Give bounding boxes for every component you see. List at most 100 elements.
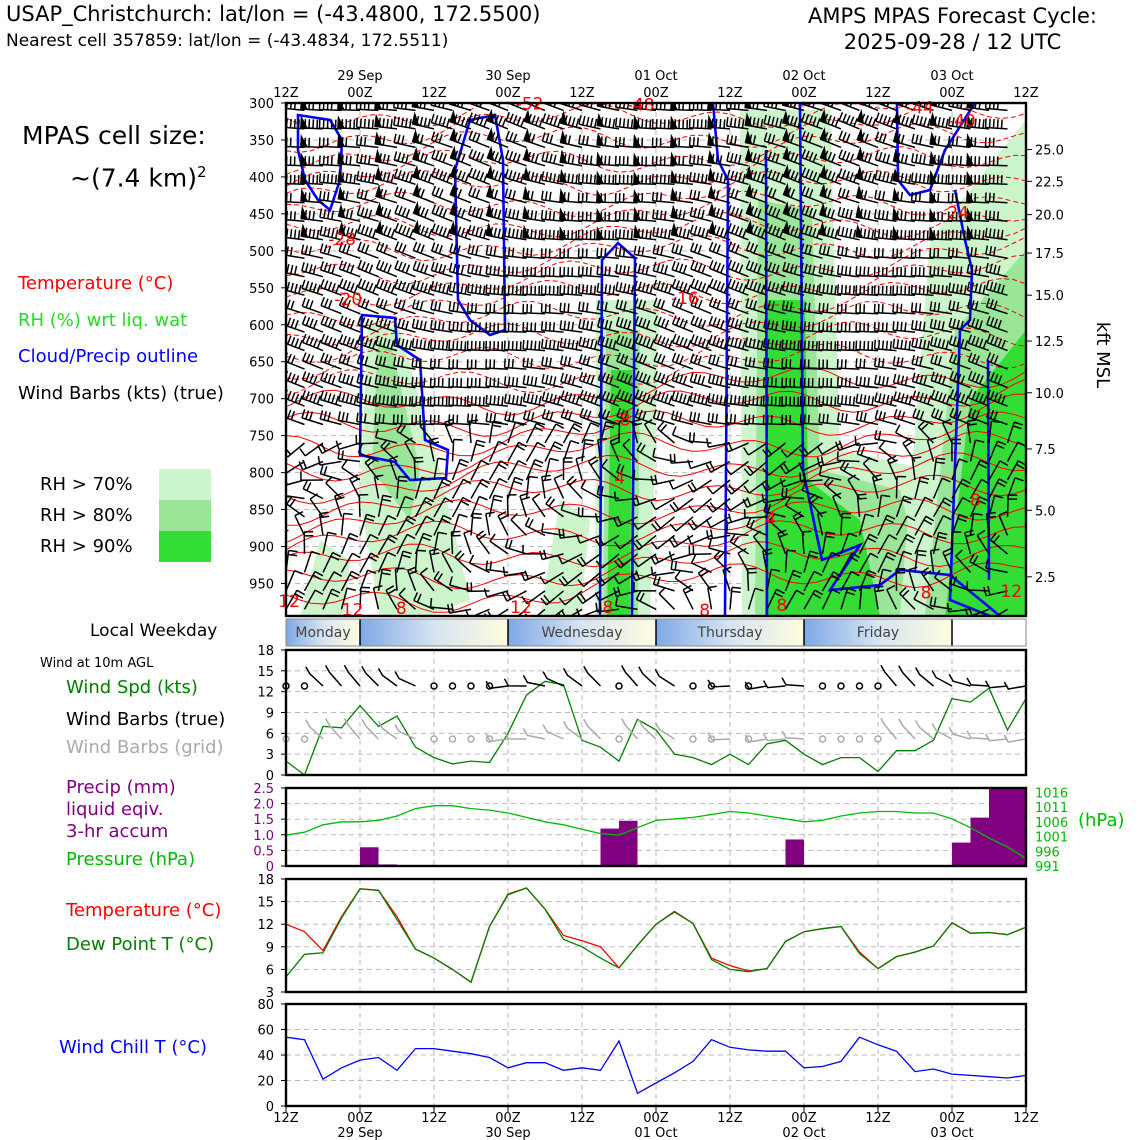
panel-frame xyxy=(284,877,1028,994)
wind-barb xyxy=(411,357,435,370)
wind-barb xyxy=(744,356,768,370)
wind-barb xyxy=(800,224,823,241)
wind-barb xyxy=(577,283,601,296)
wind-barb xyxy=(540,210,564,223)
grid-wind-barb xyxy=(522,728,546,740)
calm-marker xyxy=(874,682,882,690)
wind-barb xyxy=(947,174,971,186)
wind-barb-flag xyxy=(744,147,753,163)
wind-barb xyxy=(1006,421,1023,444)
wind-barb xyxy=(430,242,453,259)
wind-barb-flag xyxy=(596,207,605,222)
wind-barb xyxy=(394,204,416,222)
wind-barb xyxy=(635,590,657,610)
wind-barb xyxy=(689,392,712,407)
wind-barb xyxy=(725,479,749,495)
grid-wind-barb xyxy=(948,726,971,740)
wind-barb xyxy=(768,513,787,536)
wind-barb xyxy=(985,298,1008,315)
wind-barb xyxy=(301,352,324,370)
wind-barb xyxy=(540,266,564,278)
wind-barb-flag xyxy=(892,225,901,240)
wind-barb xyxy=(652,244,675,259)
wind-barb xyxy=(895,567,906,591)
wind-barb xyxy=(412,241,435,259)
wind-barb xyxy=(429,319,453,333)
y-tick-label: 2.5 xyxy=(253,782,274,797)
wind-barb xyxy=(894,424,916,444)
wind-barb xyxy=(519,492,531,518)
wind-barb xyxy=(929,248,953,259)
top-hour-label: 12Z xyxy=(569,86,595,101)
calm-marker xyxy=(448,682,457,690)
wind-barb xyxy=(467,205,490,223)
wind-barb-flag xyxy=(264,192,270,202)
temperature-contour xyxy=(286,146,1026,196)
wind-barb xyxy=(838,130,860,149)
wind-barb xyxy=(969,496,988,518)
cell-size-value: ~(7.4 km) xyxy=(70,163,197,193)
temperature-label: 8 xyxy=(699,601,710,621)
wind-barb xyxy=(782,261,805,278)
wind-barb xyxy=(430,103,453,112)
top-hour-label: 00Z xyxy=(939,86,965,101)
wind-barb xyxy=(688,136,712,149)
wind-barb xyxy=(377,534,398,555)
wind-barb xyxy=(539,549,564,561)
wind-barb xyxy=(724,460,749,476)
wind-barb-flag xyxy=(781,103,790,108)
wind-barb xyxy=(816,511,827,536)
wind-barb-flag xyxy=(485,222,494,238)
surface-wind-barb xyxy=(503,678,527,687)
calm-marker xyxy=(300,682,309,690)
wind-barb xyxy=(836,359,860,370)
wind-barb xyxy=(877,551,897,573)
wind-barb xyxy=(488,460,509,481)
top-date-label: 02 Oct xyxy=(782,69,825,84)
wind-barb xyxy=(969,553,990,574)
calm-marker-grid xyxy=(300,735,309,743)
wind-barb xyxy=(966,246,990,259)
cell-size-label: MPAS cell size: ~(7.4 km)2 xyxy=(22,118,207,196)
wind-barb xyxy=(690,315,712,333)
wind-barb-flag xyxy=(264,228,270,238)
wind-barb xyxy=(743,479,768,494)
wind-barb xyxy=(286,443,287,444)
wind-barb xyxy=(855,322,879,333)
wind-barb xyxy=(393,336,416,352)
wind-barb-flag xyxy=(707,149,716,165)
wind-barb xyxy=(910,284,934,296)
wind-barb xyxy=(318,155,342,167)
wind-barb xyxy=(784,589,805,610)
y-tick-label: 18 xyxy=(257,644,274,659)
wind-barb xyxy=(577,248,601,259)
wind-barb xyxy=(320,352,342,370)
wind-barb xyxy=(985,280,1008,296)
wind-barb xyxy=(407,566,418,592)
wind-barb xyxy=(745,279,768,296)
wind-barb xyxy=(932,457,946,481)
wind-barb-flag xyxy=(892,148,901,164)
wind-barb xyxy=(466,377,490,389)
wind-barb xyxy=(394,186,416,204)
wind-barb xyxy=(504,188,527,204)
wind-barb-flag xyxy=(707,114,716,129)
wind-barb-flag xyxy=(966,113,975,129)
wind-barb xyxy=(949,371,971,389)
wind-barb xyxy=(874,430,897,444)
wind-barb xyxy=(873,209,897,223)
wind-barb xyxy=(503,246,527,259)
bottom-hour-label: 12Z xyxy=(273,1111,299,1126)
wind-barb xyxy=(577,301,601,315)
precip-bar xyxy=(619,820,638,866)
wind-barb xyxy=(874,170,897,186)
wind-barb xyxy=(430,131,453,149)
wind-barb xyxy=(877,534,898,555)
wind-barb xyxy=(967,407,990,426)
wind-barb-flag xyxy=(819,145,828,162)
kft-tick-label: 7.5 xyxy=(1035,443,1056,458)
wind-barb xyxy=(652,226,675,241)
wind-barb xyxy=(948,317,971,333)
y-tick-label: 15 xyxy=(257,665,274,680)
